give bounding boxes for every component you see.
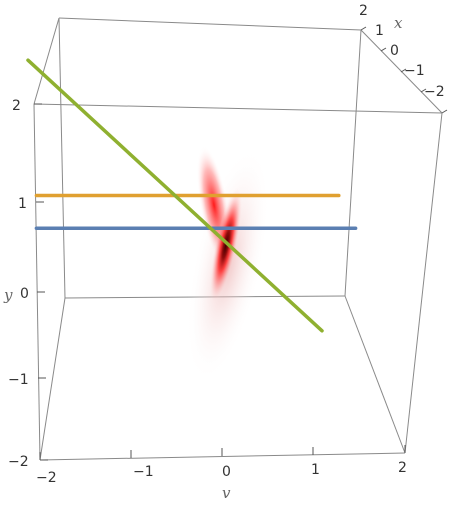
box-edge-back-vertical [58, 17, 66, 299]
y-axis-label: y [3, 286, 13, 304]
box-edge-front-bottom [39, 452, 406, 461]
v-tick-label: 0 [222, 464, 231, 480]
box-edge-front-right [404, 112, 443, 454]
v-axis-label: v [222, 484, 231, 502]
y-tick-label: 1 [18, 196, 27, 212]
density-surface [186, 145, 270, 383]
v-tick-label: −2 [36, 470, 57, 486]
series-line-3 [26, 58, 324, 333]
y-tick-label: 0 [20, 286, 29, 302]
x-axis-label: x [394, 14, 403, 32]
density-core [209, 186, 243, 304]
box-edge-front-top [33, 103, 443, 114]
box-edge-front-left [33, 103, 41, 461]
x-tick-label: −2 [424, 84, 445, 100]
x-tick-label: −1 [404, 63, 425, 79]
x-tick-label: 1 [375, 23, 384, 39]
box-edge-bottom-right [344, 295, 406, 454]
v-tick-label: 1 [311, 462, 320, 478]
series-layer [26, 58, 358, 333]
y-tick-label: −2 [8, 454, 29, 470]
y-tick-labels: 2 1 0 −1 −2 [8, 98, 29, 470]
box-edge-bottom-left [39, 297, 66, 461]
box-edge-back-left [33, 17, 60, 105]
x-tick-label: 2 [359, 3, 368, 19]
bounding-box [33, 17, 443, 461]
v-tick-labels: −2 −1 0 1 2 [36, 460, 407, 486]
box-edge-back-top [58, 17, 362, 31]
y-tick-label: −1 [8, 372, 29, 388]
y-tick-label: 2 [12, 98, 21, 114]
x-tick-label: 0 [390, 43, 399, 59]
v-tick-label: −1 [133, 464, 154, 480]
v-tick-label: 2 [398, 460, 407, 476]
box-edge-back-right-vertical [344, 29, 362, 297]
x-tick-labels: 2 1 0 −1 −2 [359, 3, 445, 100]
tick-marks [34, 26, 448, 461]
